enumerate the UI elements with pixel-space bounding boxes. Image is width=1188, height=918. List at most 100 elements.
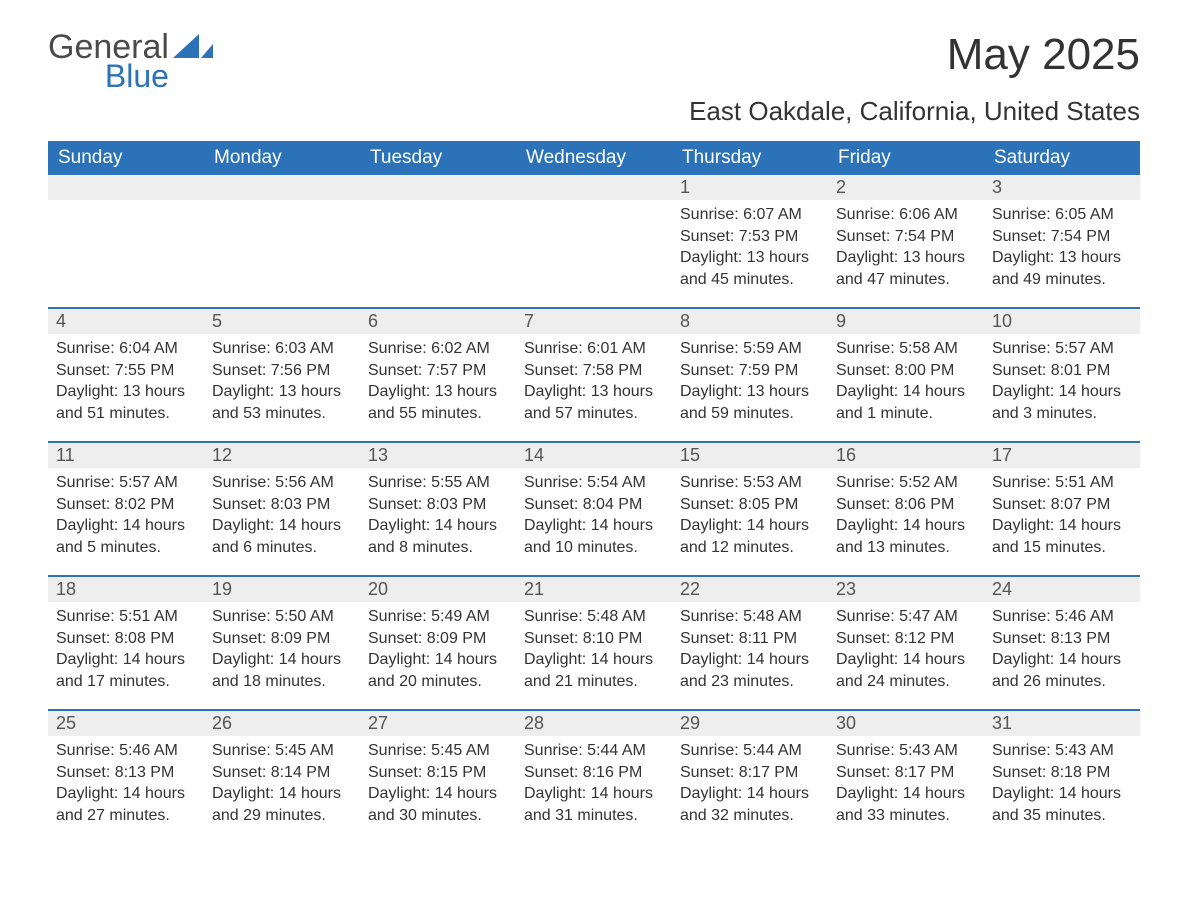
calendar-cell: 19Sunrise: 5:50 AMSunset: 8:09 PMDayligh… bbox=[204, 577, 360, 709]
day-sunset: Sunset: 8:10 PM bbox=[524, 628, 664, 650]
calendar-week-row: 11Sunrise: 5:57 AMSunset: 8:02 PMDayligh… bbox=[48, 443, 1140, 575]
day-sunrise: Sunrise: 5:43 AM bbox=[992, 740, 1132, 762]
day-sunset: Sunset: 8:18 PM bbox=[992, 762, 1132, 784]
calendar-cell: 2Sunrise: 6:06 AMSunset: 7:54 PMDaylight… bbox=[828, 175, 984, 307]
day-sunrise: Sunrise: 5:52 AM bbox=[836, 472, 976, 494]
day-daylight: Daylight: 14 hours and 24 minutes. bbox=[836, 649, 976, 692]
day-number: 20 bbox=[360, 577, 516, 602]
day-daylight: Daylight: 14 hours and 26 minutes. bbox=[992, 649, 1132, 692]
day-details: Sunrise: 5:54 AMSunset: 8:04 PMDaylight:… bbox=[516, 468, 672, 564]
day-sunrise: Sunrise: 6:04 AM bbox=[56, 338, 196, 360]
calendar-cell: 17Sunrise: 5:51 AMSunset: 8:07 PMDayligh… bbox=[984, 443, 1140, 575]
day-sunrise: Sunrise: 5:47 AM bbox=[836, 606, 976, 628]
calendar-cell: 16Sunrise: 5:52 AMSunset: 8:06 PMDayligh… bbox=[828, 443, 984, 575]
calendar-cell: 26Sunrise: 5:45 AMSunset: 8:14 PMDayligh… bbox=[204, 711, 360, 843]
day-sunrise: Sunrise: 5:54 AM bbox=[524, 472, 664, 494]
day-details: Sunrise: 5:51 AMSunset: 8:08 PMDaylight:… bbox=[48, 602, 204, 698]
day-daylight: Daylight: 14 hours and 1 minute. bbox=[836, 381, 976, 424]
calendar-week-row: 18Sunrise: 5:51 AMSunset: 8:08 PMDayligh… bbox=[48, 577, 1140, 709]
day-daylight: Daylight: 14 hours and 30 minutes. bbox=[368, 783, 508, 826]
day-details: Sunrise: 6:04 AMSunset: 7:55 PMDaylight:… bbox=[48, 334, 204, 430]
day-daylight: Daylight: 14 hours and 5 minutes. bbox=[56, 515, 196, 558]
day-details: Sunrise: 5:57 AMSunset: 8:02 PMDaylight:… bbox=[48, 468, 204, 564]
day-sunset: Sunset: 8:12 PM bbox=[836, 628, 976, 650]
day-number: 14 bbox=[516, 443, 672, 468]
day-sunrise: Sunrise: 5:53 AM bbox=[680, 472, 820, 494]
day-sunset: Sunset: 8:15 PM bbox=[368, 762, 508, 784]
day-number: 19 bbox=[204, 577, 360, 602]
day-details: Sunrise: 5:53 AMSunset: 8:05 PMDaylight:… bbox=[672, 468, 828, 564]
day-sunrise: Sunrise: 6:01 AM bbox=[524, 338, 664, 360]
day-daylight: Daylight: 13 hours and 51 minutes. bbox=[56, 381, 196, 424]
day-sunrise: Sunrise: 5:57 AM bbox=[992, 338, 1132, 360]
calendar-cell: 1Sunrise: 6:07 AMSunset: 7:53 PMDaylight… bbox=[672, 175, 828, 307]
calendar-cell: 3Sunrise: 6:05 AMSunset: 7:54 PMDaylight… bbox=[984, 175, 1140, 307]
day-sunset: Sunset: 8:08 PM bbox=[56, 628, 196, 650]
day-sunrise: Sunrise: 5:43 AM bbox=[836, 740, 976, 762]
day-number: 22 bbox=[672, 577, 828, 602]
calendar-week-row: 25Sunrise: 5:46 AMSunset: 8:13 PMDayligh… bbox=[48, 711, 1140, 843]
calendar-cell: 28Sunrise: 5:44 AMSunset: 8:16 PMDayligh… bbox=[516, 711, 672, 843]
calendar-cell: 20Sunrise: 5:49 AMSunset: 8:09 PMDayligh… bbox=[360, 577, 516, 709]
day-number: 27 bbox=[360, 711, 516, 736]
day-sunrise: Sunrise: 5:49 AM bbox=[368, 606, 508, 628]
calendar-cell: 30Sunrise: 5:43 AMSunset: 8:17 PMDayligh… bbox=[828, 711, 984, 843]
day-daylight: Daylight: 14 hours and 23 minutes. bbox=[680, 649, 820, 692]
day-number: 17 bbox=[984, 443, 1140, 468]
day-details: Sunrise: 5:44 AMSunset: 8:16 PMDaylight:… bbox=[516, 736, 672, 832]
day-sunset: Sunset: 8:16 PM bbox=[524, 762, 664, 784]
day-daylight: Daylight: 14 hours and 32 minutes. bbox=[680, 783, 820, 826]
day-details: Sunrise: 5:45 AMSunset: 8:15 PMDaylight:… bbox=[360, 736, 516, 832]
day-sunrise: Sunrise: 5:44 AM bbox=[524, 740, 664, 762]
day-sunrise: Sunrise: 5:58 AM bbox=[836, 338, 976, 360]
calendar-cell: 6Sunrise: 6:02 AMSunset: 7:57 PMDaylight… bbox=[360, 309, 516, 441]
day-sunrise: Sunrise: 6:02 AM bbox=[368, 338, 508, 360]
calendar-cell: 9Sunrise: 5:58 AMSunset: 8:00 PMDaylight… bbox=[828, 309, 984, 441]
calendar-table: Sunday Monday Tuesday Wednesday Thursday… bbox=[48, 141, 1140, 843]
calendar-cell bbox=[360, 175, 516, 307]
day-sunset: Sunset: 7:58 PM bbox=[524, 360, 664, 382]
calendar-cell: 10Sunrise: 5:57 AMSunset: 8:01 PMDayligh… bbox=[984, 309, 1140, 441]
day-number: 24 bbox=[984, 577, 1140, 602]
weekday-header: Thursday bbox=[672, 141, 828, 175]
day-number: 5 bbox=[204, 309, 360, 334]
day-daylight: Daylight: 14 hours and 35 minutes. bbox=[992, 783, 1132, 826]
day-daylight: Daylight: 14 hours and 13 minutes. bbox=[836, 515, 976, 558]
day-details: Sunrise: 5:58 AMSunset: 8:00 PMDaylight:… bbox=[828, 334, 984, 430]
calendar-cell bbox=[516, 175, 672, 307]
calendar-week-row: 4Sunrise: 6:04 AMSunset: 7:55 PMDaylight… bbox=[48, 309, 1140, 441]
day-number: 1 bbox=[672, 175, 828, 200]
weekday-header: Monday bbox=[204, 141, 360, 175]
day-details: Sunrise: 5:47 AMSunset: 8:12 PMDaylight:… bbox=[828, 602, 984, 698]
day-daylight: Daylight: 14 hours and 29 minutes. bbox=[212, 783, 352, 826]
weekday-header-row: Sunday Monday Tuesday Wednesday Thursday… bbox=[48, 141, 1140, 175]
day-details: Sunrise: 5:52 AMSunset: 8:06 PMDaylight:… bbox=[828, 468, 984, 564]
day-sunrise: Sunrise: 6:06 AM bbox=[836, 204, 976, 226]
day-details: Sunrise: 5:51 AMSunset: 8:07 PMDaylight:… bbox=[984, 468, 1140, 564]
day-number: 4 bbox=[48, 309, 204, 334]
day-sunset: Sunset: 8:02 PM bbox=[56, 494, 196, 516]
day-details: Sunrise: 5:43 AMSunset: 8:17 PMDaylight:… bbox=[828, 736, 984, 832]
day-details: Sunrise: 5:48 AMSunset: 8:11 PMDaylight:… bbox=[672, 602, 828, 698]
day-sunset: Sunset: 8:03 PM bbox=[212, 494, 352, 516]
location-label: East Oakdale, California, United States bbox=[48, 96, 1140, 127]
day-sunset: Sunset: 8:13 PM bbox=[992, 628, 1132, 650]
empty-daynum bbox=[516, 175, 672, 200]
day-sunrise: Sunrise: 5:51 AM bbox=[992, 472, 1132, 494]
day-sunset: Sunset: 8:11 PM bbox=[680, 628, 820, 650]
day-details: Sunrise: 5:48 AMSunset: 8:10 PMDaylight:… bbox=[516, 602, 672, 698]
day-sunset: Sunset: 8:09 PM bbox=[212, 628, 352, 650]
day-number: 21 bbox=[516, 577, 672, 602]
day-number: 29 bbox=[672, 711, 828, 736]
day-sunset: Sunset: 8:03 PM bbox=[368, 494, 508, 516]
day-number: 11 bbox=[48, 443, 204, 468]
day-details: Sunrise: 5:45 AMSunset: 8:14 PMDaylight:… bbox=[204, 736, 360, 832]
day-daylight: Daylight: 14 hours and 12 minutes. bbox=[680, 515, 820, 558]
day-sunset: Sunset: 7:57 PM bbox=[368, 360, 508, 382]
day-details: Sunrise: 5:56 AMSunset: 8:03 PMDaylight:… bbox=[204, 468, 360, 564]
day-sunset: Sunset: 8:01 PM bbox=[992, 360, 1132, 382]
day-daylight: Daylight: 14 hours and 6 minutes. bbox=[212, 515, 352, 558]
day-daylight: Daylight: 13 hours and 45 minutes. bbox=[680, 247, 820, 290]
day-sunset: Sunset: 7:55 PM bbox=[56, 360, 196, 382]
day-sunset: Sunset: 7:54 PM bbox=[836, 226, 976, 248]
